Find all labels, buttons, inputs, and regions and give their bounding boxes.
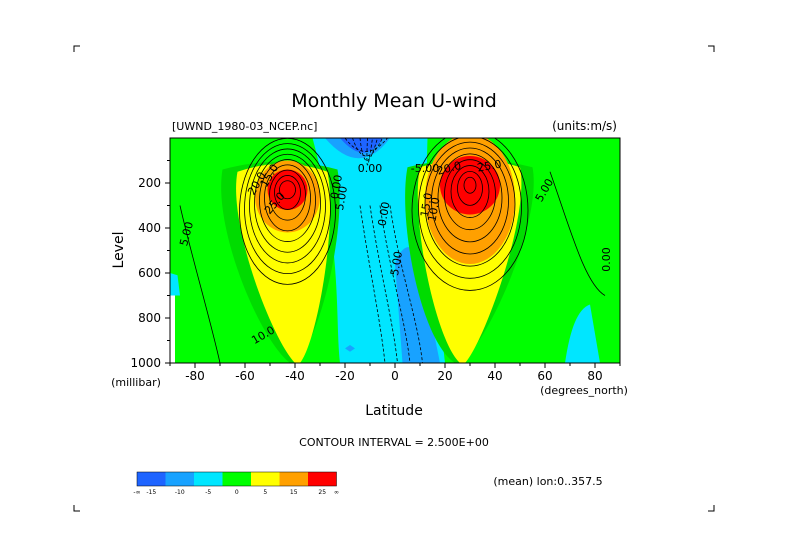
x-axis-units: (degrees_north) xyxy=(540,384,628,397)
colorbar-tick-label: -15 xyxy=(146,489,156,496)
southern-jet-contour xyxy=(279,180,296,200)
easterly-contour xyxy=(359,205,386,363)
y-axis-title: Level xyxy=(111,232,127,269)
colorbar-frame xyxy=(136,471,337,487)
x-tick-label: 80 xyxy=(587,369,602,383)
y-tick-label: 600 xyxy=(138,266,161,280)
x-tick-label: 20 xyxy=(437,369,452,383)
contour-label: 0.00 xyxy=(600,247,613,272)
x-tick-label: -80 xyxy=(185,369,205,383)
contour-interval-text: CONTOUR INTERVAL = 2.500E+00 xyxy=(299,436,489,449)
southern-jet-contour xyxy=(259,159,316,242)
easterly-contour xyxy=(359,138,378,161)
contour-label: 15.0 xyxy=(418,192,435,218)
x-axis: -80 -60 -40 -20 0 20 40 60 80 xyxy=(169,363,621,383)
x-tick-label: 60 xyxy=(537,369,552,383)
units-label: (units:m/s) xyxy=(552,119,617,133)
mean-text: (mean) lon:0..357.5 xyxy=(493,475,602,488)
easterly-contour xyxy=(389,205,423,363)
colorbar-tick-label: -∞ xyxy=(133,489,140,496)
x-tick-label: 0 xyxy=(391,369,399,383)
southern-jet-core xyxy=(267,169,308,210)
northern-jet-contour xyxy=(450,165,490,218)
northern-jet-contour xyxy=(437,153,503,243)
x-tick-label: -20 xyxy=(335,369,355,383)
southern-jet-contour xyxy=(274,175,301,210)
northern-jet-contour xyxy=(431,147,509,255)
heatmap-plot: 15.020.025.010.05.000.005.000.005.000.00… xyxy=(170,138,620,363)
contour-label: 25.0 xyxy=(476,158,502,175)
southern-jet-contour xyxy=(249,148,326,264)
northern-jet-core xyxy=(440,156,500,215)
colorbar-tick-label: -10 xyxy=(175,489,185,496)
small-easterly-cell xyxy=(345,345,355,352)
colorbar: -∞ -15 -10 -5 0 5 15 25 ∞ xyxy=(133,471,339,496)
contour-label: 0.00 xyxy=(328,174,345,200)
contour-label: 5.00 xyxy=(388,250,405,276)
colorbar-tick-label: -5 xyxy=(205,489,211,496)
y-axis-units: (millibar) xyxy=(111,376,161,389)
polar-easterly-patch xyxy=(565,304,600,363)
easterly-contour xyxy=(352,138,383,157)
y-tick-label: 400 xyxy=(138,221,161,235)
y-tick-label: 800 xyxy=(138,311,161,325)
contour-label: 5.00 xyxy=(333,185,350,211)
easterly-contour xyxy=(366,138,373,166)
chart-title: Monthly Mean U-wind xyxy=(291,90,497,112)
northern-jet-contour xyxy=(457,170,483,206)
northern-jet-contour xyxy=(424,141,516,267)
zero-contour-north xyxy=(549,171,606,296)
northern-jet-contour xyxy=(418,138,522,279)
contour-label: 0.00 xyxy=(358,162,383,175)
colorbar-tick-label: 5 xyxy=(263,489,267,496)
colorbar-tick-label: ∞ xyxy=(334,489,339,496)
missing-data-patch xyxy=(170,295,175,363)
x-tick-label: -40 xyxy=(285,369,305,383)
northern-jet-contour xyxy=(411,138,529,291)
contour-label: -5.00 xyxy=(411,162,439,175)
x-tick-label: -60 xyxy=(235,369,255,383)
colorbar-tick-label: 15 xyxy=(290,489,298,496)
contour-label: 20.0 xyxy=(436,159,463,178)
northern-jet-contour xyxy=(444,159,496,231)
contour-fill-layer xyxy=(170,138,620,363)
southern-jet-contour xyxy=(264,164,311,232)
easterly-contour xyxy=(344,138,388,152)
easterly-core xyxy=(395,247,440,363)
southern-polar-easterly xyxy=(170,273,180,296)
colorbar-swatch xyxy=(194,472,223,486)
colorbar-tick-label: 0 xyxy=(235,489,239,496)
southern-jet-contour xyxy=(244,143,331,275)
y-tick-label: 200 xyxy=(138,176,161,190)
x-axis-title: Latitude xyxy=(365,403,423,419)
y-tick-label: 1000 xyxy=(130,356,161,370)
southern-jet-contour xyxy=(269,169,306,221)
dataset-label: [UWND_1980-03_NCEP.nc] xyxy=(172,120,317,133)
contour-line-layer xyxy=(179,138,606,363)
colorbar-swatch xyxy=(222,472,251,486)
colorbar-swatch xyxy=(308,472,337,486)
zero-contour-south xyxy=(179,205,221,363)
crop-marks xyxy=(73,45,715,512)
contour-label: 10.0 xyxy=(426,196,443,222)
colorbar-swatch xyxy=(165,472,194,486)
southern-jet-contour xyxy=(254,153,321,253)
easterly-contour xyxy=(379,205,411,363)
colorbar-tick-label: 25 xyxy=(318,489,326,496)
contour-label: 0.00 xyxy=(376,201,393,227)
colorbar-swatch xyxy=(251,472,280,486)
contour-label: 5.00 xyxy=(177,220,196,247)
colorbar-swatch xyxy=(279,472,308,486)
northern-jet-contour xyxy=(463,176,477,194)
colorbar-swatch xyxy=(137,472,166,486)
easterly-contour xyxy=(369,205,398,363)
y-axis: 200 400 600 800 1000 xyxy=(130,160,170,370)
x-tick-label: 40 xyxy=(487,369,502,383)
